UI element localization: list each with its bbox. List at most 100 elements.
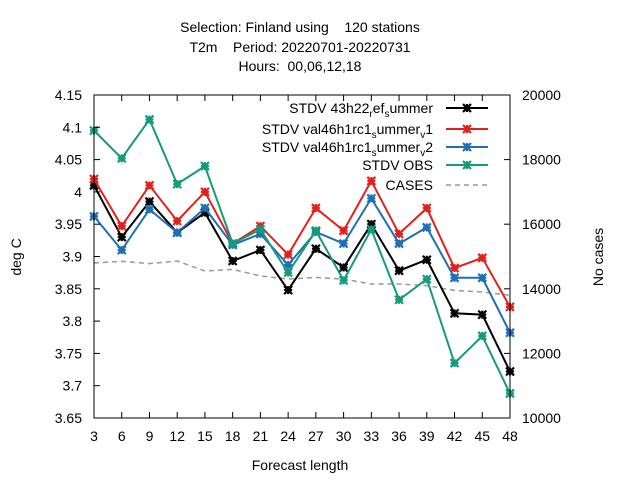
series-2-point-45 bbox=[477, 253, 488, 263]
y2-tick-label-3: 16000 bbox=[522, 216, 561, 232]
series-1-point-21 bbox=[255, 245, 266, 255]
series-1-point-24 bbox=[283, 285, 293, 295]
x-tick-label-30: 30 bbox=[336, 428, 352, 444]
legend-label-2: STDV val46h1rc1summerv1 bbox=[262, 121, 433, 141]
legend-label-1-tail: ummer bbox=[389, 100, 433, 116]
series-4-point-21 bbox=[255, 224, 266, 235]
series-1-point-42 bbox=[449, 308, 460, 319]
series-4-point-9 bbox=[144, 114, 155, 125]
series-4-point-15 bbox=[200, 161, 210, 171]
series-1-point-6 bbox=[116, 232, 127, 242]
y-axis-label: deg C bbox=[8, 238, 24, 275]
y-tick-label-9: 4.1 bbox=[63, 119, 83, 135]
legend-label-1-sub2: s bbox=[384, 109, 389, 120]
x-tick-label-9: 9 bbox=[146, 428, 154, 444]
y-tick-label-0: 3.65 bbox=[55, 410, 82, 426]
x-tick-label-18: 18 bbox=[225, 428, 241, 444]
x-tick-label-48: 48 bbox=[502, 428, 518, 444]
legend-label-1-mid: ef bbox=[373, 100, 385, 116]
series-1-point-9 bbox=[144, 196, 155, 207]
series-line-1 bbox=[93, 184, 511, 372]
series-2-point-9 bbox=[144, 180, 155, 191]
legend-sample-marker-2 bbox=[462, 124, 472, 134]
title: Selection: Finland using 120 stations T2… bbox=[180, 19, 420, 74]
series-3-point-42 bbox=[449, 273, 460, 283]
series-4-point-39 bbox=[422, 274, 432, 284]
legend-label-3-sub2: v bbox=[420, 148, 425, 159]
series-3-point-15 bbox=[200, 203, 210, 213]
series-line-5 bbox=[93, 260, 511, 297]
y-tick-label-3: 3.8 bbox=[63, 313, 83, 329]
legend: STDV 43h22refsummer STDV val46h1rc1summe… bbox=[262, 100, 488, 193]
legend-label-1-main: STDV 43h22 bbox=[289, 100, 369, 116]
series-2-point-24 bbox=[283, 249, 293, 260]
legend-label-4: STDV OBS bbox=[362, 157, 433, 173]
series-2-point-30 bbox=[338, 225, 349, 236]
legend-label-3-tail: 2 bbox=[425, 139, 433, 155]
series-line-3 bbox=[93, 196, 511, 334]
series-4-point-33 bbox=[366, 224, 377, 235]
y2-tick-label-2: 14000 bbox=[522, 281, 561, 297]
y2-tick-label-0: 10000 bbox=[522, 410, 561, 426]
series-3-point-39 bbox=[422, 222, 432, 233]
title-line-2: T2m Period: 20220701-20220731 bbox=[189, 39, 410, 55]
y2-axis-label: No cases bbox=[590, 228, 606, 286]
series-2-point-27 bbox=[311, 203, 321, 213]
series-2-point-33 bbox=[366, 176, 377, 186]
series-4-point-24 bbox=[283, 267, 293, 278]
legend-sample-marker-1 bbox=[462, 103, 472, 113]
x-tick-label-33: 33 bbox=[364, 428, 380, 444]
legend-label-2-mid: ummer bbox=[377, 121, 421, 137]
legend-label-2-tail: 1 bbox=[425, 121, 433, 137]
series-1-point-39 bbox=[422, 254, 432, 265]
series-4-point-30 bbox=[338, 275, 349, 286]
x-tick-label-15: 15 bbox=[197, 428, 213, 444]
series-4-point-18 bbox=[227, 238, 238, 249]
y-tick-label-6: 3.95 bbox=[55, 216, 82, 232]
x-tick-label-36: 36 bbox=[391, 428, 407, 444]
y-tick-label-10: 4.15 bbox=[55, 87, 82, 103]
x-tick-label-42: 42 bbox=[447, 428, 463, 444]
x-tick-label-45: 45 bbox=[474, 428, 490, 444]
y2-tick-label-1: 12000 bbox=[522, 345, 561, 361]
axes: 3 6 9 12 15 18 21 24 27 30 33 36 39 42 45 483.653.73.75… bbox=[55, 87, 561, 444]
legend-label-3-sub1: s bbox=[372, 148, 377, 159]
legend-samples bbox=[446, 103, 488, 186]
series-3-point-45 bbox=[477, 273, 488, 283]
series-3-point-12 bbox=[172, 227, 182, 238]
y-tick-label-2: 3.75 bbox=[55, 345, 82, 361]
series bbox=[89, 114, 515, 399]
y2-tick-label-4: 18000 bbox=[522, 152, 561, 168]
x-tick-label-39: 39 bbox=[419, 428, 435, 444]
series-line-4 bbox=[93, 117, 511, 394]
title-line-1: Selection: Finland using 120 stations bbox=[180, 19, 420, 35]
x-tick-label-24: 24 bbox=[280, 428, 296, 444]
legend-label-3: STDV val46h1rc1summerv2 bbox=[262, 139, 433, 159]
legend-sample-marker-3 bbox=[462, 142, 472, 152]
series-3-point-36 bbox=[394, 238, 404, 249]
series-3-point-30 bbox=[338, 238, 349, 249]
series-3-point-33 bbox=[366, 193, 377, 204]
series-4-point-27 bbox=[311, 225, 321, 236]
series-4-point-42 bbox=[449, 358, 460, 368]
legend-sample-marker-4 bbox=[462, 160, 472, 170]
x-tick-label-21: 21 bbox=[253, 428, 269, 444]
series-4-point-6 bbox=[116, 153, 127, 164]
legend-label-5: CASES bbox=[386, 177, 433, 193]
series-4-point-36 bbox=[394, 295, 404, 305]
y-tick-label-1: 3.7 bbox=[63, 378, 83, 394]
legend-label-2-sub2: v bbox=[420, 130, 425, 141]
series-1-point-36 bbox=[394, 265, 404, 276]
series-3-point-6 bbox=[116, 245, 127, 255]
x-tick-label-12: 12 bbox=[169, 428, 185, 444]
x-axis-label: Forecast length bbox=[252, 457, 349, 473]
legend-label-1-sub1: r bbox=[369, 109, 373, 120]
series-2-point-15 bbox=[200, 187, 210, 197]
legend-label-3-main: STDV val46h1rc1 bbox=[262, 139, 372, 155]
series-3-point-9 bbox=[144, 204, 155, 215]
legend-label-3-mid: ummer bbox=[377, 139, 421, 155]
series-4-point-45 bbox=[477, 331, 488, 341]
y-tick-label-5: 3.9 bbox=[63, 249, 83, 265]
y-tick-label-7: 4 bbox=[74, 184, 82, 200]
